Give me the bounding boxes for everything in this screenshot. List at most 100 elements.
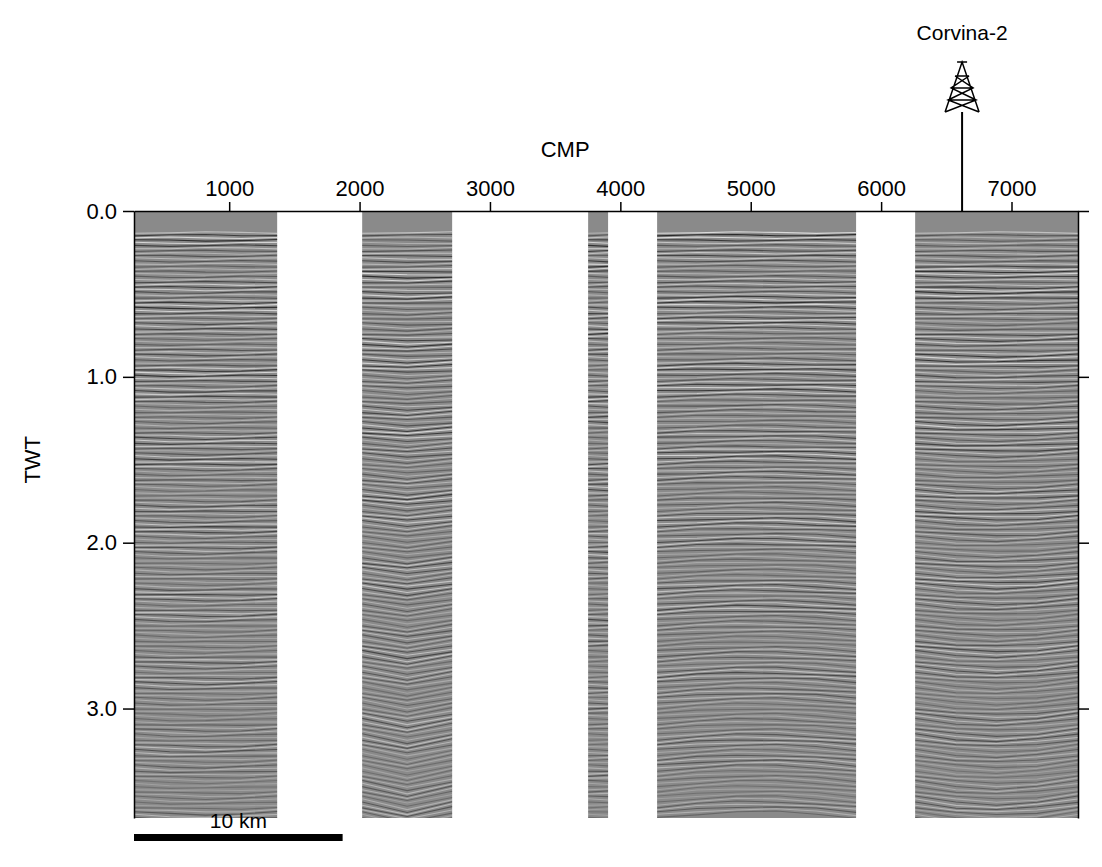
seismic-reflector xyxy=(134,520,277,522)
seismic-reflector xyxy=(134,385,277,387)
seismic-reflector xyxy=(915,814,1078,818)
seismic-reflector xyxy=(588,363,608,364)
seismic-reflector xyxy=(657,464,856,466)
seismic-reflector xyxy=(134,326,277,327)
seismic-reflector xyxy=(588,580,608,582)
seismic-reflector xyxy=(915,490,1078,494)
scale-bar-bar xyxy=(134,834,343,841)
seismic-reflector xyxy=(915,253,1078,255)
seismic-reflector xyxy=(588,771,608,772)
seismic-reflector xyxy=(134,722,277,723)
seismic-reflector xyxy=(588,710,608,711)
seismic-reflector xyxy=(134,684,277,687)
seismic-reflector xyxy=(588,464,608,465)
seismic-reflector xyxy=(915,760,1078,768)
seismic-reflector xyxy=(588,613,608,615)
tick: 1.0 xyxy=(86,364,134,389)
seismic-reflector xyxy=(134,493,277,494)
seismic-reflector xyxy=(134,425,277,427)
seismic-reflector xyxy=(134,753,277,755)
seismic-reflector xyxy=(134,399,277,400)
seismic-reflector xyxy=(588,297,608,298)
seismic-reflector xyxy=(134,372,277,374)
seismic-reflector xyxy=(588,268,608,269)
seismic-reflector xyxy=(362,256,452,257)
seismic-reflector xyxy=(588,465,608,467)
seismic-reflector xyxy=(362,305,452,306)
seismic-reflector xyxy=(915,731,1078,739)
seismic-reflector xyxy=(588,622,608,624)
seismic-reflector xyxy=(915,266,1078,267)
seismic-reflector xyxy=(915,579,1078,583)
seismic-reflector xyxy=(915,524,1078,528)
seismic-reflector xyxy=(588,619,608,620)
seismic-reflector xyxy=(134,796,277,800)
seismic-reflector xyxy=(134,762,277,765)
seismic-reflector xyxy=(362,640,452,648)
seismic-reflector xyxy=(915,672,1078,677)
tick-mark xyxy=(123,377,134,379)
seismic-reflector xyxy=(915,610,1078,614)
seismic-reflector xyxy=(362,437,452,441)
seismic-reflector xyxy=(915,363,1078,364)
tick: 3000 xyxy=(466,176,515,211)
seismic-reflector xyxy=(362,414,452,417)
seismic-reflector xyxy=(588,409,608,411)
tick-label: 5000 xyxy=(727,176,776,201)
seismic-reflector xyxy=(134,354,277,356)
seismic-reflector xyxy=(588,236,608,238)
seismic-reflector xyxy=(134,281,277,282)
seismic-reflector xyxy=(588,658,608,660)
seismic-reflector xyxy=(362,245,452,246)
seismic-reflector xyxy=(362,666,452,674)
seismic-reflector xyxy=(134,450,277,452)
y-axis: 0.01.02.03.0 xyxy=(86,199,134,819)
seismic-reflector xyxy=(588,261,608,262)
seismic-reflector xyxy=(915,235,1078,236)
seismic-reflector xyxy=(134,638,277,640)
seismic-reflector xyxy=(134,445,277,447)
seismic-reflector xyxy=(657,237,856,239)
tick-label: 4000 xyxy=(596,176,645,201)
seismic-reflector xyxy=(134,700,277,703)
seismic-reflector xyxy=(657,343,856,345)
seismic-reflector xyxy=(588,248,608,249)
tick: 3.0 xyxy=(86,696,134,721)
seismic-reflector xyxy=(362,279,452,281)
seismic-reflector xyxy=(588,508,608,510)
seismic-reflector xyxy=(657,554,856,558)
seismic-reflector xyxy=(362,627,452,634)
seismic-reflector xyxy=(657,467,856,469)
seismic-reflector xyxy=(915,326,1078,328)
seismic-reflector xyxy=(588,557,608,559)
seismic-reflector xyxy=(915,370,1078,373)
seismic-reflector xyxy=(915,527,1078,530)
seismic-reflector xyxy=(134,648,277,651)
seismic-reflector xyxy=(657,431,856,434)
seismic-reflector xyxy=(134,383,277,384)
seismic-reflector xyxy=(915,391,1078,394)
seismic-reflector xyxy=(588,440,608,441)
seismic-reflector xyxy=(657,418,856,420)
seismic-reflector xyxy=(915,248,1078,249)
seismic-reflector xyxy=(588,697,608,698)
seismic-reflector xyxy=(588,253,608,254)
seismic-reflector xyxy=(362,380,452,383)
seismic-reflector xyxy=(134,749,277,752)
x-axis: 1000200030004000500060007000 xyxy=(135,176,1079,212)
seismic-reflector xyxy=(362,242,452,243)
seismic-reflector xyxy=(588,773,608,775)
seismic-reflector xyxy=(134,688,277,690)
seismic-reflector xyxy=(134,625,277,627)
seismic-reflector xyxy=(915,352,1078,354)
seismic-reflector xyxy=(915,292,1078,294)
seismic-reflector xyxy=(588,576,608,577)
seismic-reflector xyxy=(588,245,608,246)
seismic-reflector xyxy=(915,447,1078,448)
seismic-reflector xyxy=(134,760,277,762)
seismic-reflector xyxy=(134,560,277,562)
seismic-reflector xyxy=(915,383,1078,385)
seismic-reflector xyxy=(588,702,608,704)
seismic-reflector xyxy=(362,261,452,263)
seismic-reflector xyxy=(362,268,452,270)
